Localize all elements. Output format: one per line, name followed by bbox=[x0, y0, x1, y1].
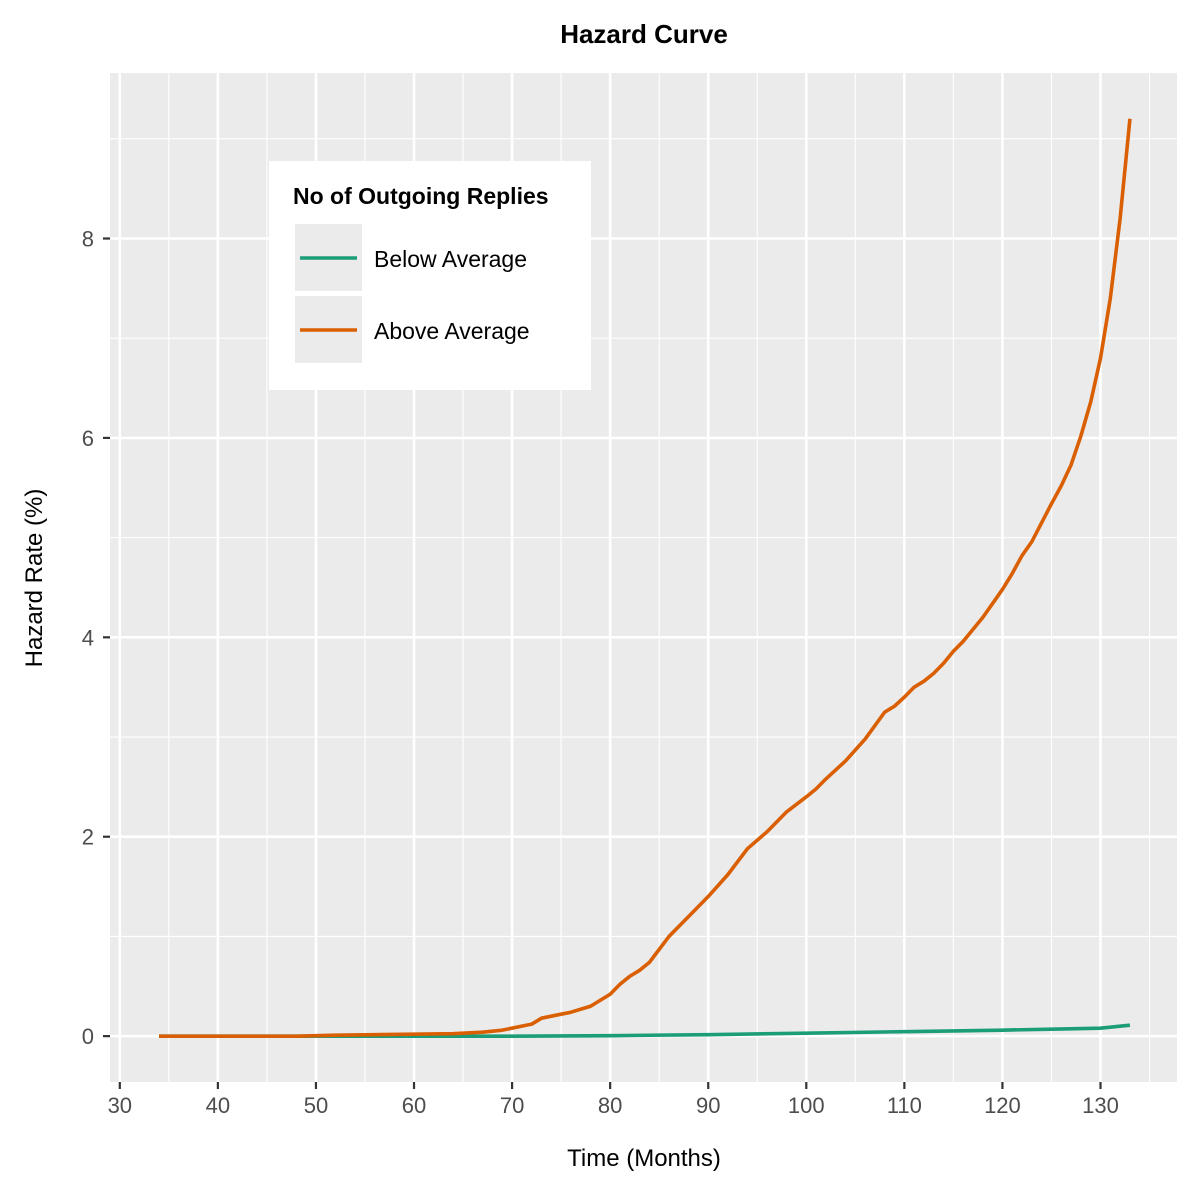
legend: No of Outgoing Replies Below Average Abo… bbox=[269, 161, 591, 390]
x-tick-label: 110 bbox=[887, 1093, 922, 1118]
x-tick-label: 50 bbox=[304, 1093, 328, 1118]
x-tick-label: 120 bbox=[984, 1093, 1021, 1118]
chart-title: Hazard Curve bbox=[560, 19, 728, 49]
legend-title: No of Outgoing Replies bbox=[293, 183, 549, 209]
series-line-above-average bbox=[159, 118, 1132, 1038]
y-tick-label: 6 bbox=[82, 426, 94, 451]
x-tick-label: 60 bbox=[402, 1093, 426, 1118]
y-tick-label: 4 bbox=[82, 625, 94, 650]
y-tick-label: 2 bbox=[82, 825, 94, 850]
axes: 30 40 50 60 70 80 90 100 110 120 130 0 2 4 6 8 bbox=[82, 227, 1119, 1118]
y-tick-label: 0 bbox=[82, 1024, 94, 1049]
series-lines bbox=[159, 118, 1132, 1038]
legend-label-above-average: Above Average bbox=[374, 318, 530, 344]
x-tick-label: 130 bbox=[1082, 1093, 1119, 1118]
x-tick-label: 30 bbox=[108, 1093, 132, 1118]
x-tick-label: 100 bbox=[788, 1093, 825, 1118]
x-axis-title: Time (Months) bbox=[567, 1145, 721, 1172]
y-axis-title: Hazard Rate (%) bbox=[21, 489, 48, 668]
x-tick-label: 80 bbox=[598, 1093, 622, 1118]
x-tick-label: 40 bbox=[206, 1093, 230, 1118]
x-tick-label: 70 bbox=[500, 1093, 524, 1118]
legend-label-below-average: Below Average bbox=[374, 246, 527, 272]
y-tick-label: 8 bbox=[82, 227, 94, 252]
x-tick-label: 90 bbox=[696, 1093, 720, 1118]
